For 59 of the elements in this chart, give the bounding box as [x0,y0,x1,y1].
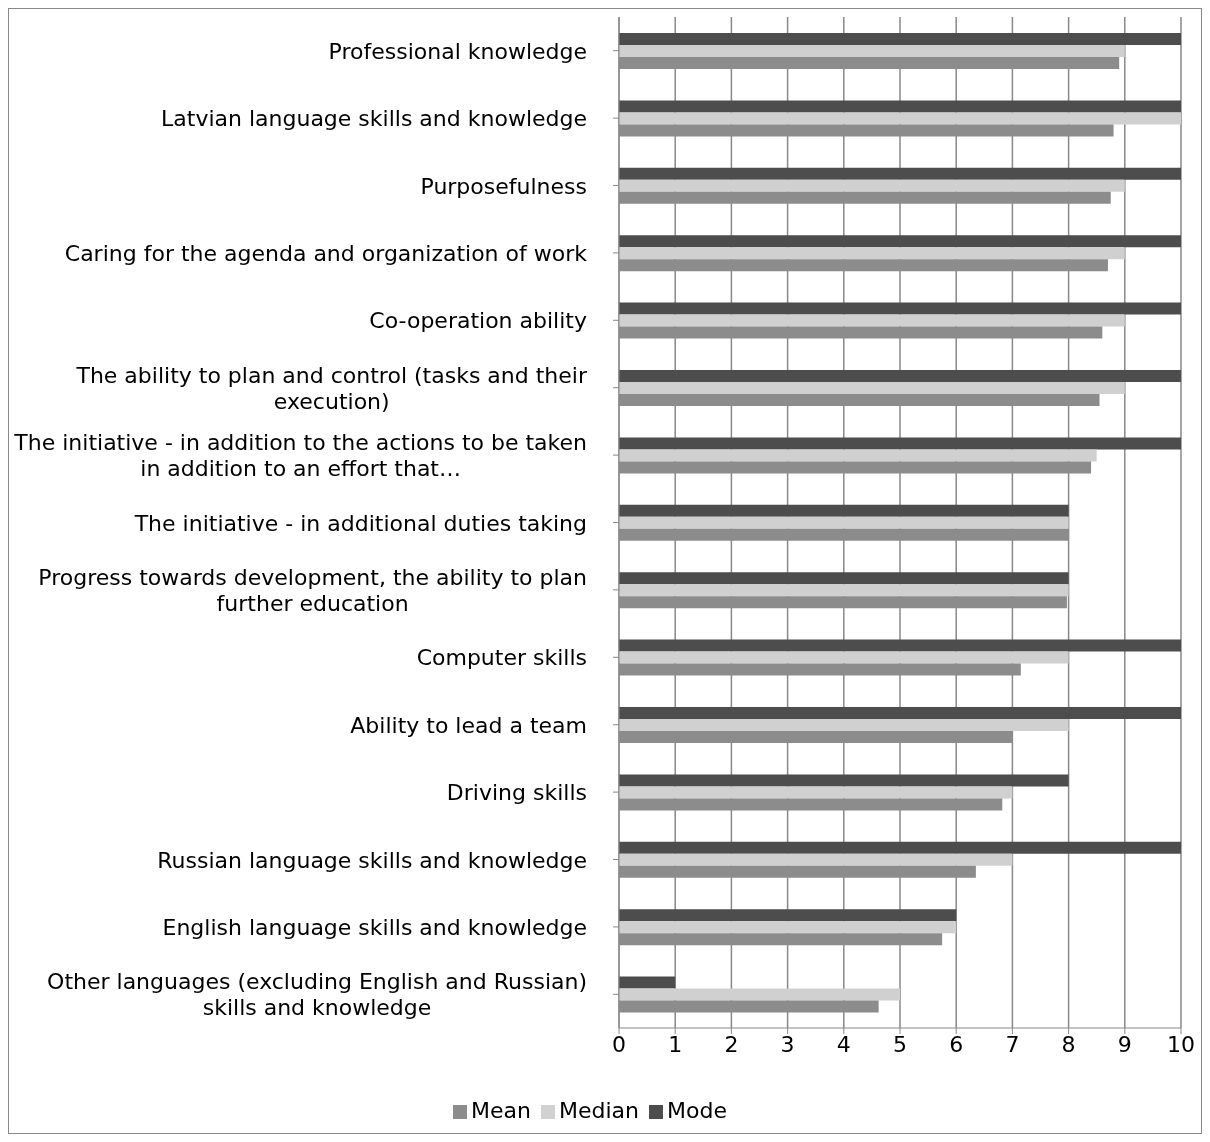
x-tick-label: 4 [836,1031,851,1057]
y-tick-label: The initiative - in addition to the actions to be taken in addition to an effort that… [13,429,587,481]
y-tick-label: Caring for the agenda and organization of work [64,240,588,266]
x-tick-label: 10 [1167,1031,1195,1057]
bar [619,504,1069,517]
y-tick-label: Progress towards development, the ability to plan further education [38,564,587,616]
x-tick-label: 9 [1117,1031,1132,1057]
bar [619,382,1125,394]
y-tick-label: Professional knowledge [328,38,587,64]
bar [619,314,1125,327]
bar [619,988,900,1001]
bar [619,853,1013,866]
bar [619,719,1069,731]
legend-label: Median [558,1098,640,1123]
bar [619,921,957,934]
bar [619,976,676,989]
bar [619,302,1181,315]
bar [619,572,1069,585]
bar [619,909,957,922]
bar [619,707,1181,719]
legend-label: Mean [471,1098,531,1123]
bar [619,437,1181,450]
y-tick-label: Other languages (excluding English and Russian) skills and knowledge [47,968,587,1020]
x-tick-label: 7 [1005,1031,1020,1057]
legend-label: Mode [667,1098,727,1123]
x-tick-label: 8 [1061,1031,1076,1057]
bar [619,639,1181,652]
x-tick-label: 2 [724,1031,739,1057]
bar [619,774,1069,787]
x-tick-label: 3 [780,1031,795,1057]
y-tick-label: Ability to lead a team [350,712,587,738]
y-tick-label: Co-operation ability [369,307,587,333]
bar [619,651,1069,664]
y-tick-label: Purposefulness [420,173,587,198]
bar [619,33,1181,45]
x-tick-label: 6 [949,1031,964,1057]
y-tick-label: English language skills and knowledge [162,914,587,940]
y-tick-label: The ability to plan and control (tasks and their execution) [75,362,588,414]
bar [619,370,1181,382]
bar [619,179,1125,192]
y-tick-label: Driving skills [446,779,587,805]
bar [619,45,1125,57]
bar [619,516,1069,529]
bar [619,100,1181,113]
bar [619,786,1013,799]
bar [619,247,1125,260]
bar [619,449,1097,462]
y-tick-label: Computer skills [416,644,587,670]
bar [619,841,1181,854]
bar [619,235,1181,248]
bar [619,584,1069,597]
y-tick-label: The initiative - in additional duties taking [133,510,587,535]
x-tick-label: 5 [893,1031,907,1057]
x-tick-label: 1 [668,1031,683,1057]
bar [619,112,1181,125]
bar [619,167,1181,180]
x-tick-label: 0 [612,1031,626,1057]
y-tick-label: Latvian language skills and knowledge [161,105,587,131]
y-tick-label: Russian language skills and knowledge [157,847,587,872]
